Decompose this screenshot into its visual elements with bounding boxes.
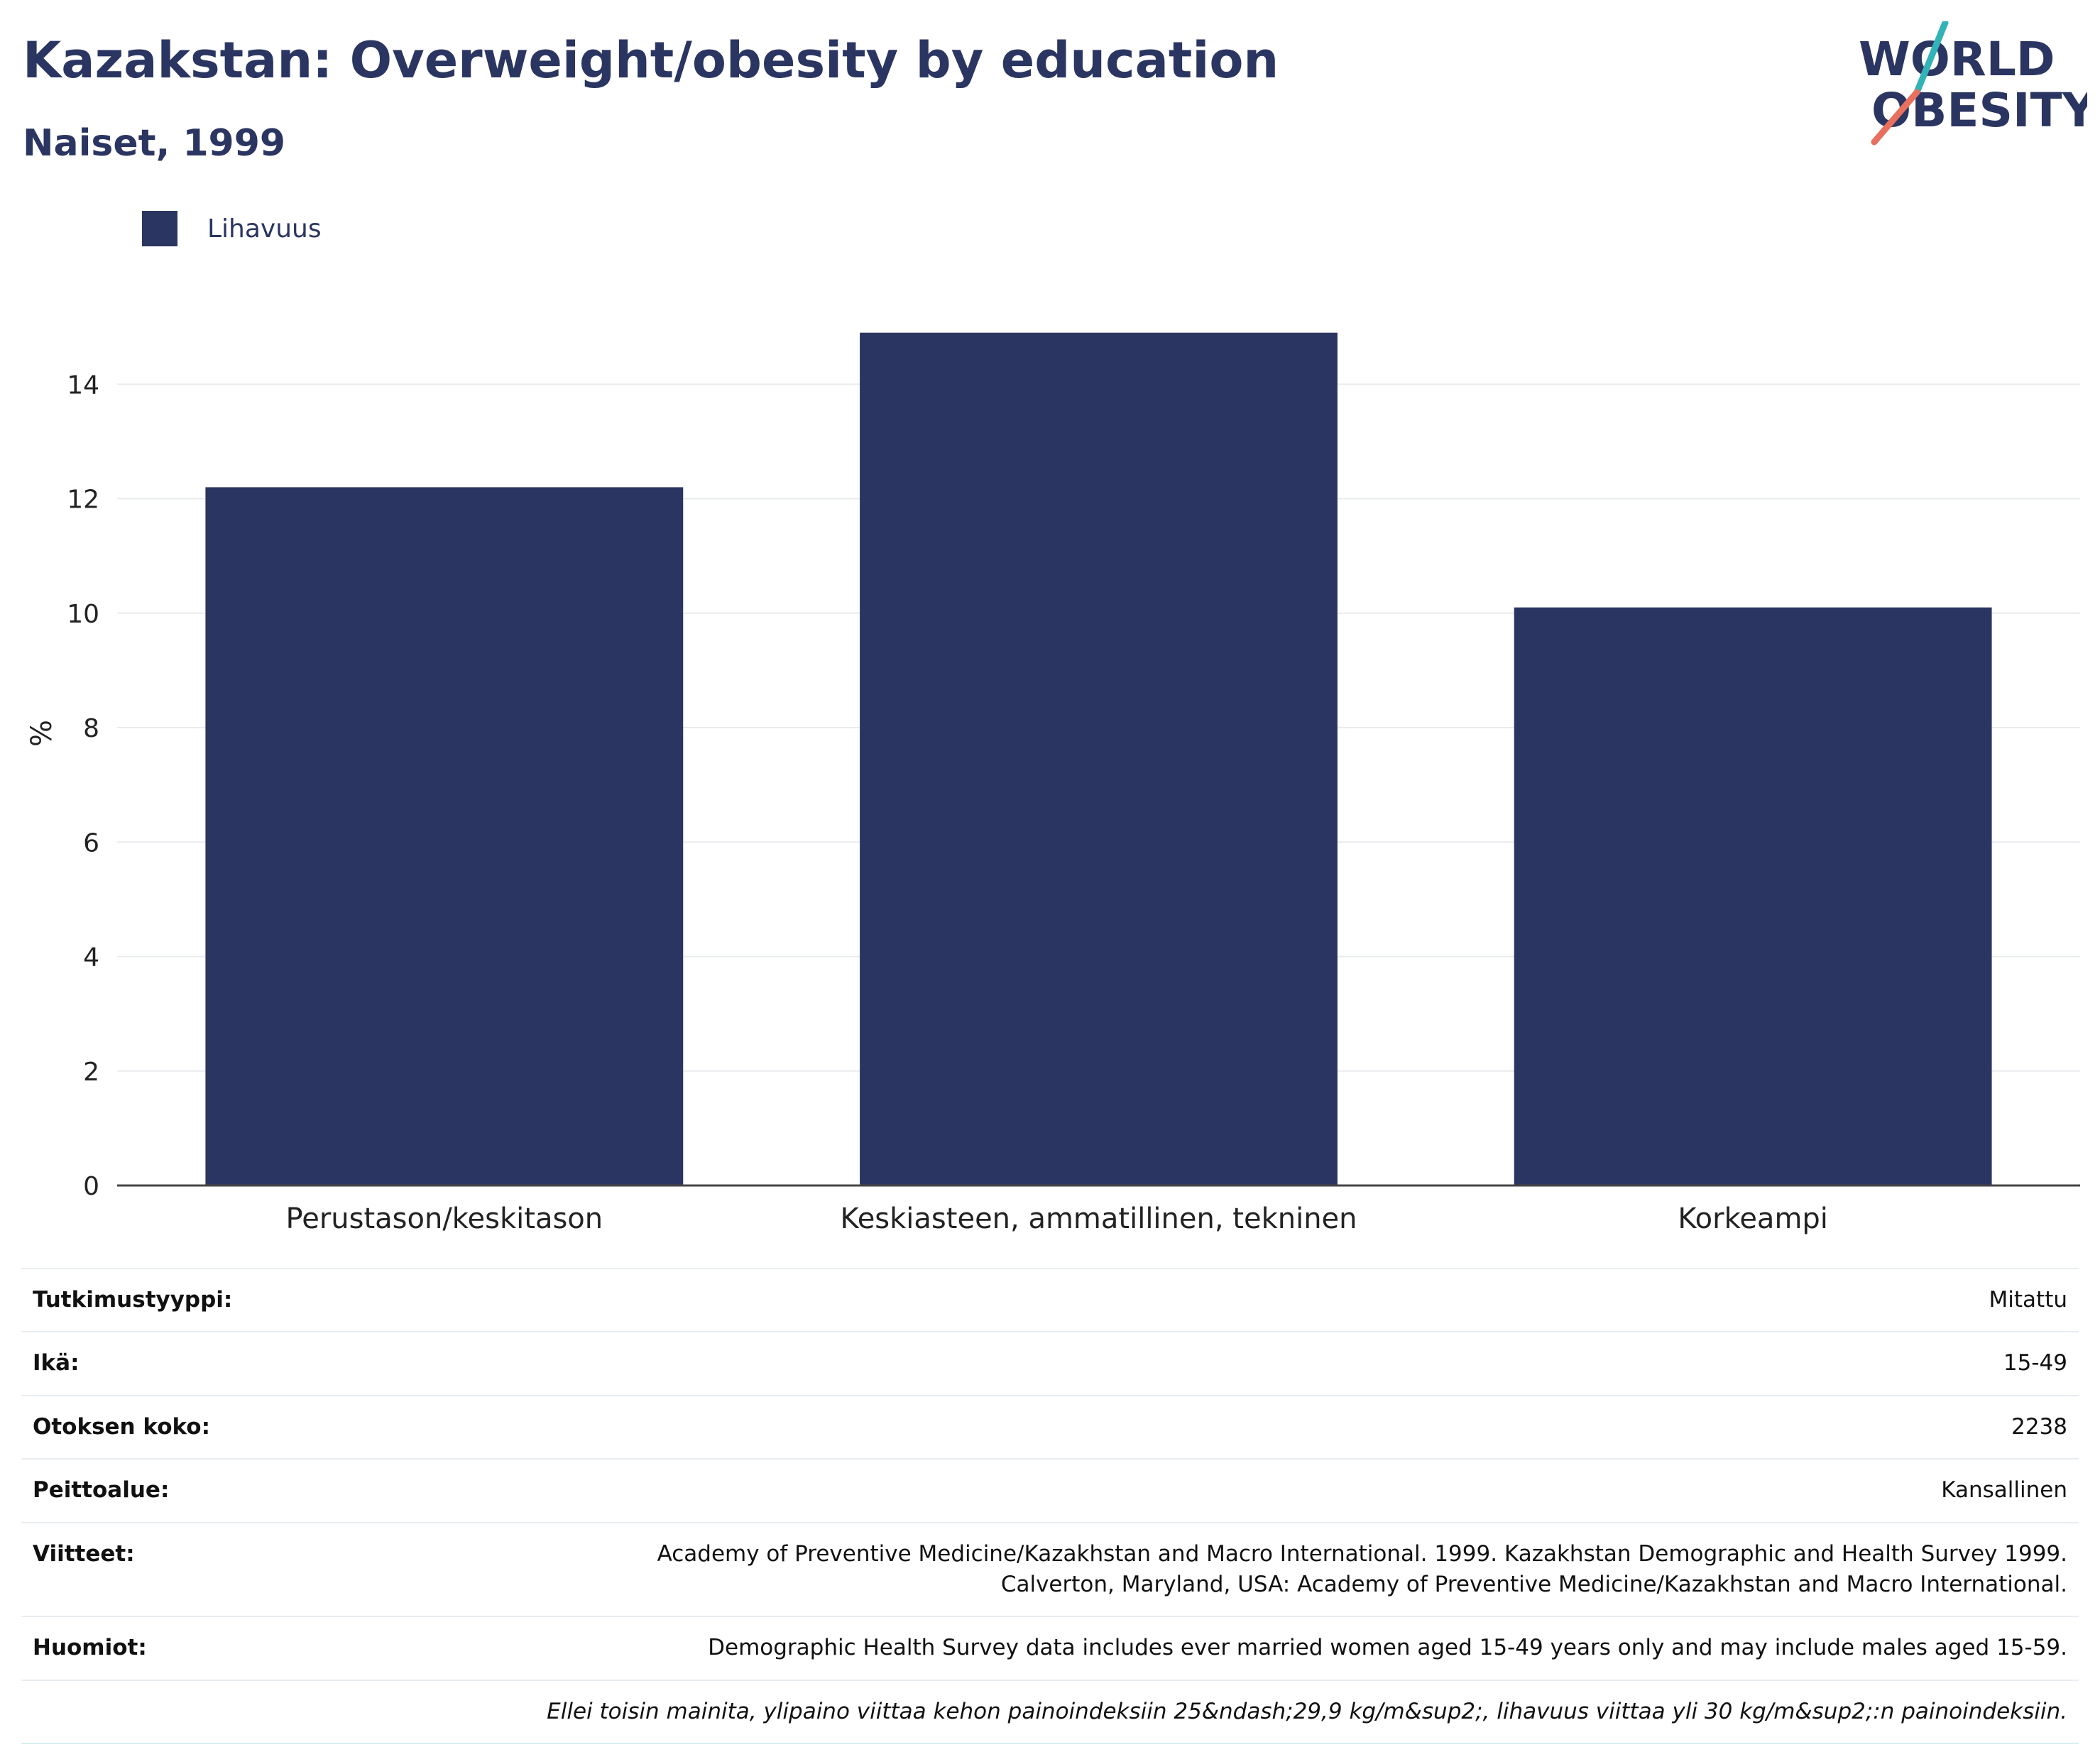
meta-value: 15-49: [271, 1331, 2079, 1396]
x-axis-labels: Perustason/keskitason Keskiasteen, ammati…: [286, 1203, 1828, 1235]
meta-value: Mitattu: [271, 1267, 2079, 1332]
meta-value: Demographic Health Survey data includes …: [271, 1616, 2079, 1680]
meta-label: Ikä:: [21, 1331, 271, 1396]
reference-line-2: Calverton, Maryland, USA: Academy of Pre…: [1000, 1571, 2067, 1597]
meta-label: Tutkimustyyppi:: [21, 1267, 271, 1332]
chart-title: Kazakstan: Overweight/obesity by educati…: [23, 31, 1279, 89]
logo-teal-stroke: [1913, 21, 1949, 96]
reference-line-1: Academy of Preventive Medicine/Kazakhsta…: [657, 1540, 2067, 1567]
bar-2[interactable]: [1514, 607, 1992, 1185]
y-tick-label: 14: [67, 371, 99, 400]
meta-label: Peittoalue:: [21, 1458, 271, 1523]
logo-coral-stroke: [1871, 89, 1920, 146]
chart-subtitle: Naiset, 1999: [23, 122, 286, 165]
legend: Lihavuus: [142, 210, 322, 247]
meta-label: Otoksen koko:: [21, 1394, 271, 1460]
bar-1[interactable]: [860, 332, 1338, 1185]
metadata-table: Tutkimustyyppi: Mitattu Ikä: 15-49 Otoks…: [21, 1267, 2079, 1745]
x-tick-label: Keskiasteen, ammatillinen, tekninen: [840, 1203, 1357, 1235]
bar-chart: 0 2 4 6 8 10 12 14 Perustason/keskitason Keskias…: [26, 332, 2080, 1235]
legend-label-lihavuus: Lihavuus: [207, 214, 322, 243]
meta-value: 2238: [271, 1394, 2079, 1460]
y-tick-label: 10: [67, 600, 99, 629]
y-tick-label: 6: [83, 828, 99, 858]
meta-label: Huomiot:: [21, 1616, 271, 1680]
meta-row-study-type: Tutkimustyyppi: Mitattu: [21, 1267, 2079, 1332]
meta-label: Viitteet:: [21, 1521, 271, 1617]
x-tick-label: Korkeampi: [1678, 1203, 1827, 1235]
bars: [205, 332, 1992, 1185]
bar-0[interactable]: [205, 487, 684, 1185]
meta-row-coverage: Peittoalue: Kansallinen: [21, 1458, 2079, 1523]
y-axis-label: %: [26, 720, 58, 747]
footnote: Ellei toisin mainita, ylipaino viittaa k…: [21, 1679, 2079, 1745]
x-tick-label: Perustason/keskitason: [286, 1203, 603, 1235]
logo-line2: OBESITY: [1871, 83, 2087, 138]
y-tick-label: 2: [83, 1058, 99, 1087]
legend-swatch-lihavuus: [142, 211, 177, 246]
y-axis-ticks: 0 2 4 6 8 10 12 14: [67, 371, 99, 1201]
y-tick-label: 4: [83, 943, 99, 973]
meta-row-footnote: Ellei toisin mainita, ylipaino viittaa k…: [21, 1679, 2079, 1745]
meta-value: Academy of Preventive Medicine/Kazakhsta…: [271, 1521, 2079, 1617]
logo-line1: WORLD: [1859, 32, 2055, 87]
meta-value: Kansallinen: [271, 1458, 2079, 1523]
world-obesity-logo: WORLD OBESITY: [1859, 21, 2087, 146]
y-tick-label: 12: [67, 486, 99, 515]
meta-row-age: Ikä: 15-49: [21, 1331, 2079, 1396]
y-tick-label: 0: [83, 1172, 99, 1201]
meta-row-sample-size: Otoksen koko: 2238: [21, 1394, 2079, 1460]
meta-row-references: Viitteet: Academy of Preventive Medicine…: [21, 1521, 2079, 1617]
y-tick-label: 8: [83, 714, 99, 743]
meta-row-notes: Huomiot: Demographic Health Survey data …: [21, 1616, 2079, 1680]
